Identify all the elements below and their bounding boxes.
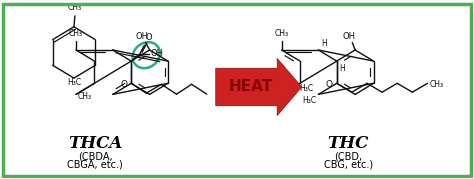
Text: (CBD,: (CBD,: [334, 152, 362, 162]
Text: H₃C: H₃C: [302, 96, 316, 105]
Polygon shape: [216, 58, 302, 116]
Text: O: O: [120, 80, 128, 89]
Text: THCA: THCA: [68, 135, 122, 152]
Text: H₃C: H₃C: [67, 78, 81, 87]
Text: OH: OH: [151, 49, 164, 58]
Text: CH₃: CH₃: [274, 29, 289, 38]
Text: CH₃: CH₃: [78, 92, 92, 101]
Text: CH₃: CH₃: [430, 80, 444, 89]
Text: H: H: [321, 38, 327, 47]
Text: CBGA, etc.): CBGA, etc.): [67, 159, 123, 170]
Text: CH₃: CH₃: [69, 29, 83, 38]
Text: CH₃: CH₃: [68, 3, 82, 12]
Text: O: O: [326, 80, 333, 89]
Text: OH: OH: [136, 32, 149, 41]
Text: OH: OH: [343, 32, 356, 41]
Text: H: H: [339, 64, 346, 72]
Text: O: O: [146, 33, 153, 42]
Text: H₃C: H₃C: [300, 84, 314, 93]
Text: (CBDA,: (CBDA,: [78, 152, 112, 162]
Text: HEAT: HEAT: [229, 79, 273, 95]
Text: THC: THC: [328, 135, 369, 152]
Text: CBG, etc.): CBG, etc.): [323, 159, 373, 170]
